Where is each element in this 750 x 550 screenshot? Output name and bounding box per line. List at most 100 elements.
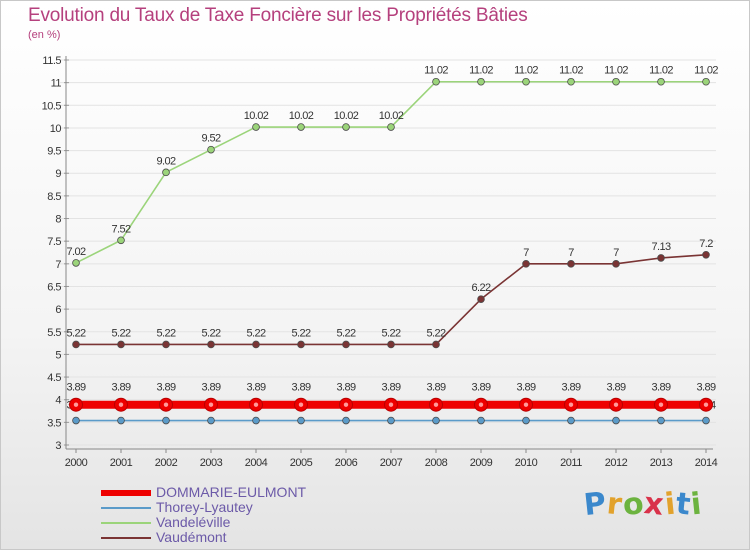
data-point-highlight-dommarie-eulmont xyxy=(118,402,124,407)
data-point-vandeleville xyxy=(117,236,125,245)
x-tick-label: 2011 xyxy=(560,457,582,469)
data-point-thorey-lyautey xyxy=(252,416,260,425)
y-tick-label: 10 xyxy=(50,123,62,135)
y-tick-label: 8 xyxy=(55,214,61,226)
data-label-vaudemont: 5.22 xyxy=(336,327,355,339)
data-label-vaudemont: 5.22 xyxy=(201,327,220,339)
y-tick-label: 10.5 xyxy=(42,100,62,112)
data-point-vaudemont xyxy=(477,295,485,303)
data-point-vaudemont xyxy=(612,260,620,268)
logo-letter: i xyxy=(689,486,705,523)
data-point-vaudemont xyxy=(252,340,260,349)
data-label-dommarie-eulmont: 3.89 xyxy=(606,382,625,394)
data-label-vaudemont: 5.22 xyxy=(291,327,310,339)
data-point-thorey-lyautey xyxy=(657,416,665,425)
data-point-vaudemont xyxy=(297,340,305,349)
legend-swatch-thorey-lyautey xyxy=(101,507,151,509)
data-point-thorey-lyautey xyxy=(342,416,350,425)
data-point-thorey-lyautey xyxy=(612,416,620,425)
data-point-vandeleville xyxy=(567,77,575,86)
data-point-vandeleville xyxy=(702,77,710,86)
legend-swatch-vandeleville xyxy=(101,522,151,524)
data-label-vaudemont: 5.22 xyxy=(156,327,175,339)
data-label-dommarie-eulmont: 3.89 xyxy=(156,382,175,394)
data-label-vandeleville: 10.02 xyxy=(289,110,314,122)
data-point-thorey-lyautey xyxy=(297,416,305,425)
data-point-highlight-dommarie-eulmont xyxy=(523,402,529,407)
data-point-highlight-dommarie-eulmont xyxy=(253,402,259,407)
data-label-vaudemont: 7 xyxy=(568,247,574,259)
data-point-highlight-dommarie-eulmont xyxy=(388,402,394,407)
y-tick-label: 5.5 xyxy=(47,327,61,339)
x-tick-label: 2013 xyxy=(650,457,673,469)
data-point-vandeleville xyxy=(297,123,305,131)
data-point-thorey-lyautey xyxy=(432,416,440,425)
proxiti-logo: Proxiti xyxy=(582,486,705,523)
data-point-vaudemont xyxy=(72,340,80,349)
x-tick-label: 2004 xyxy=(245,457,268,469)
y-tick-label: 9.5 xyxy=(47,146,61,158)
data-label-dommarie-eulmont: 3.89 xyxy=(651,382,670,394)
data-point-vaudemont xyxy=(657,254,665,262)
data-point-thorey-lyautey xyxy=(567,416,575,425)
data-point-vandeleville xyxy=(477,77,485,86)
legend-label-dommarie-eulmont: DOMMARIE-EULMONT xyxy=(156,484,307,500)
y-tick-label: 3.5 xyxy=(47,417,61,429)
x-tick-label: 2012 xyxy=(605,457,628,469)
data-label-dommarie-eulmont: 3.89 xyxy=(336,382,355,394)
data-label-vandeleville: 10.02 xyxy=(244,110,269,122)
y-tick-label: 11 xyxy=(51,78,62,90)
data-label-dommarie-eulmont: 3.89 xyxy=(381,382,400,394)
y-tick-label: 6.5 xyxy=(47,281,61,293)
data-label-dommarie-eulmont: 3.89 xyxy=(696,382,715,394)
data-point-vandeleville xyxy=(432,77,440,86)
data-label-vandeleville: 11.02 xyxy=(604,65,628,77)
data-point-vaudemont xyxy=(567,260,575,268)
data-label-vandeleville: 11.02 xyxy=(559,65,583,77)
data-point-vaudemont xyxy=(702,250,710,259)
data-point-highlight-dommarie-eulmont xyxy=(433,402,439,407)
x-tick-label: 2014 xyxy=(695,457,718,469)
data-point-highlight-dommarie-eulmont xyxy=(613,402,619,407)
data-point-vandeleville xyxy=(387,123,395,131)
y-tick-label: 5 xyxy=(55,349,61,361)
data-point-highlight-dommarie-eulmont xyxy=(343,402,349,407)
data-label-vaudemont: 5.22 xyxy=(381,327,400,339)
data-label-dommarie-eulmont: 3.89 xyxy=(111,382,130,394)
y-tick-label: 8.5 xyxy=(47,191,61,203)
data-point-thorey-lyautey xyxy=(477,416,485,425)
chart-title: Evolution du Taux de Taxe Foncière sur l… xyxy=(28,5,528,26)
data-label-vandeleville: 11.02 xyxy=(424,65,448,77)
legend-label-thorey-lyautey: Thorey-Lyautey xyxy=(156,499,253,515)
y-tick-label: 6 xyxy=(55,304,61,316)
data-point-highlight-dommarie-eulmont xyxy=(208,402,214,407)
data-label-vaudemont: 7.2 xyxy=(699,238,713,250)
chart-unit: (en %) xyxy=(28,29,61,41)
data-label-vaudemont: 7 xyxy=(523,247,529,259)
x-tick-label: 2008 xyxy=(425,457,448,469)
data-label-vaudemont: 5.22 xyxy=(111,327,130,339)
data-point-highlight-dommarie-eulmont xyxy=(163,402,169,407)
data-label-vandeleville: 10.02 xyxy=(334,110,359,122)
legend-swatch-vaudemont xyxy=(101,537,151,539)
data-point-thorey-lyautey xyxy=(117,416,125,425)
data-label-dommarie-eulmont: 3.89 xyxy=(471,382,490,394)
data-point-vandeleville xyxy=(657,77,665,86)
y-tick-label: 7 xyxy=(55,259,61,271)
data-label-vaudemont: 6.22 xyxy=(471,282,490,294)
data-point-thorey-lyautey xyxy=(702,416,710,425)
legend-label-vaudemont: Vaudémont xyxy=(156,529,227,545)
data-point-highlight-dommarie-eulmont xyxy=(568,402,574,407)
data-label-dommarie-eulmont: 3.89 xyxy=(426,382,445,394)
legend-label-vandeleville: Vandeléville xyxy=(156,514,231,530)
data-point-highlight-dommarie-eulmont xyxy=(658,402,664,407)
data-point-thorey-lyautey xyxy=(207,416,215,425)
x-tick-label: 2005 xyxy=(290,457,313,469)
data-label-vandeleville: 11.02 xyxy=(694,65,718,77)
data-point-thorey-lyautey xyxy=(522,416,530,425)
data-label-vaudemont: 5.22 xyxy=(246,327,265,339)
data-label-vandeleville: 11.02 xyxy=(469,65,493,77)
data-point-vandeleville xyxy=(162,168,170,177)
data-label-dommarie-eulmont: 3.89 xyxy=(246,382,265,394)
data-label-dommarie-eulmont: 3.89 xyxy=(561,382,580,394)
